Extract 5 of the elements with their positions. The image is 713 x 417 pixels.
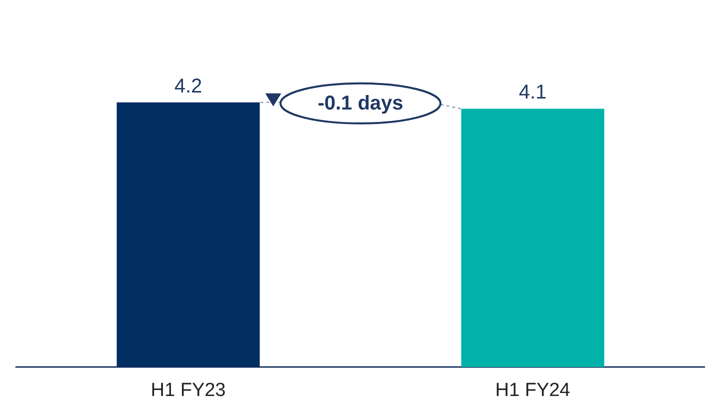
data-label: 4.2 xyxy=(174,75,202,98)
data-label: 4.1 xyxy=(518,82,547,104)
x-tick-label: H1 FY24 xyxy=(495,380,571,401)
x-tick-label: H1 FY23 xyxy=(150,380,226,401)
annotation: -0.1 days xyxy=(318,92,404,114)
